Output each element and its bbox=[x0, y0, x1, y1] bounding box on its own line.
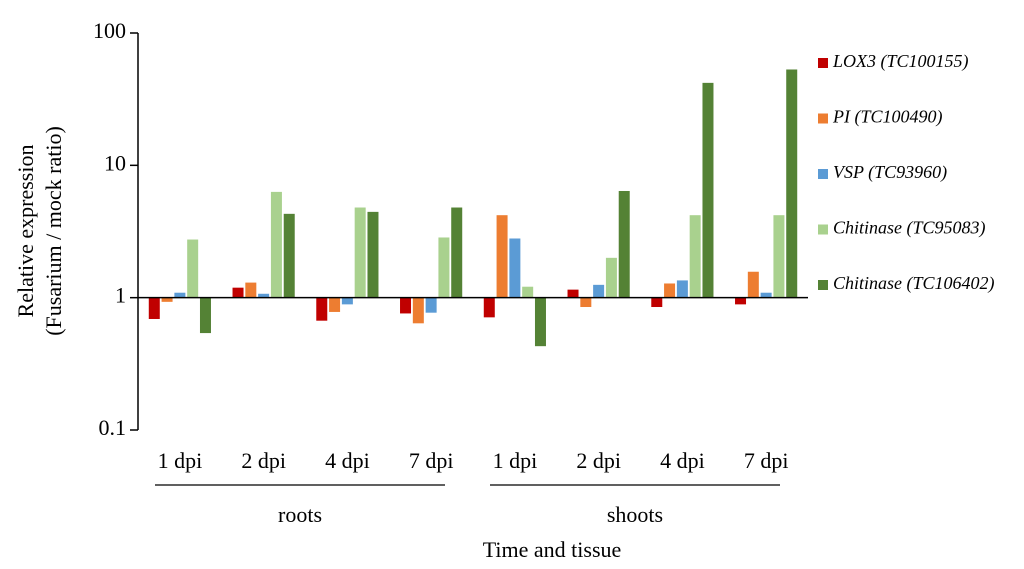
bar bbox=[270, 191, 282, 298]
group-label: roots bbox=[278, 502, 322, 527]
legend-swatch bbox=[818, 169, 828, 179]
y-tick-label: 1 bbox=[115, 283, 126, 308]
bar bbox=[329, 297, 341, 312]
bar bbox=[496, 215, 508, 298]
bar bbox=[702, 82, 714, 298]
x-tick-label: 7 dpi bbox=[409, 448, 454, 473]
legend-label: VSP (TC93960) bbox=[833, 162, 947, 183]
bar bbox=[174, 292, 186, 298]
bar bbox=[760, 292, 772, 298]
bar bbox=[412, 297, 424, 324]
y-axis-title: Relative expression bbox=[13, 145, 38, 318]
legend-swatch bbox=[818, 58, 828, 68]
x-tick-label: 2 dpi bbox=[241, 448, 286, 473]
bar bbox=[148, 297, 160, 319]
bar bbox=[400, 297, 412, 314]
bar bbox=[580, 297, 592, 308]
legend-label: Chitinase (TC106402) bbox=[833, 273, 995, 294]
legend-label: Chitinase (TC95083) bbox=[833, 218, 986, 239]
bar bbox=[187, 239, 199, 298]
y-tick-label: 0.1 bbox=[99, 415, 127, 440]
bar bbox=[199, 297, 211, 334]
bar bbox=[316, 297, 328, 321]
bar bbox=[438, 237, 450, 298]
bar bbox=[245, 282, 257, 298]
bar bbox=[258, 293, 270, 298]
legend-label: LOX3 (TC100155) bbox=[832, 51, 969, 72]
bar bbox=[786, 69, 798, 298]
group-label: shoots bbox=[607, 502, 663, 527]
y-axis-title: (Fusarium / mock ratio) bbox=[41, 126, 66, 336]
bar bbox=[618, 190, 630, 298]
legend-swatch bbox=[818, 224, 828, 235]
bar bbox=[593, 284, 605, 298]
bar bbox=[451, 207, 463, 298]
bar bbox=[534, 297, 546, 347]
x-tick-label: 1 dpi bbox=[158, 448, 203, 473]
bar bbox=[605, 257, 617, 298]
bar bbox=[747, 271, 759, 298]
bar bbox=[676, 280, 688, 298]
bar bbox=[232, 287, 244, 298]
x-tick-label: 4 dpi bbox=[660, 448, 705, 473]
y-tick-label: 100 bbox=[93, 18, 126, 43]
bar bbox=[522, 286, 534, 298]
bar bbox=[509, 238, 521, 298]
x-tick-label: 4 dpi bbox=[325, 448, 370, 473]
bar bbox=[283, 213, 295, 298]
y-tick-label: 10 bbox=[104, 150, 126, 175]
bar bbox=[567, 289, 579, 298]
x-tick-label: 2 dpi bbox=[576, 448, 621, 473]
bar bbox=[773, 215, 785, 298]
x-axis-title: Time and tissue bbox=[483, 537, 622, 562]
bar bbox=[664, 283, 676, 298]
x-tick-label: 1 dpi bbox=[493, 448, 538, 473]
bar bbox=[689, 215, 701, 298]
legend-swatch bbox=[818, 280, 828, 290]
x-tick-label: 7 dpi bbox=[744, 448, 789, 473]
bar bbox=[354, 207, 366, 298]
bar bbox=[161, 297, 173, 302]
bar bbox=[425, 297, 437, 313]
legend-swatch bbox=[818, 113, 828, 124]
bar bbox=[735, 297, 747, 305]
bar bbox=[341, 297, 353, 305]
bar bbox=[651, 297, 663, 308]
legend-label: PI (TC100490) bbox=[832, 107, 943, 128]
bar bbox=[367, 211, 379, 298]
bar bbox=[483, 297, 495, 318]
